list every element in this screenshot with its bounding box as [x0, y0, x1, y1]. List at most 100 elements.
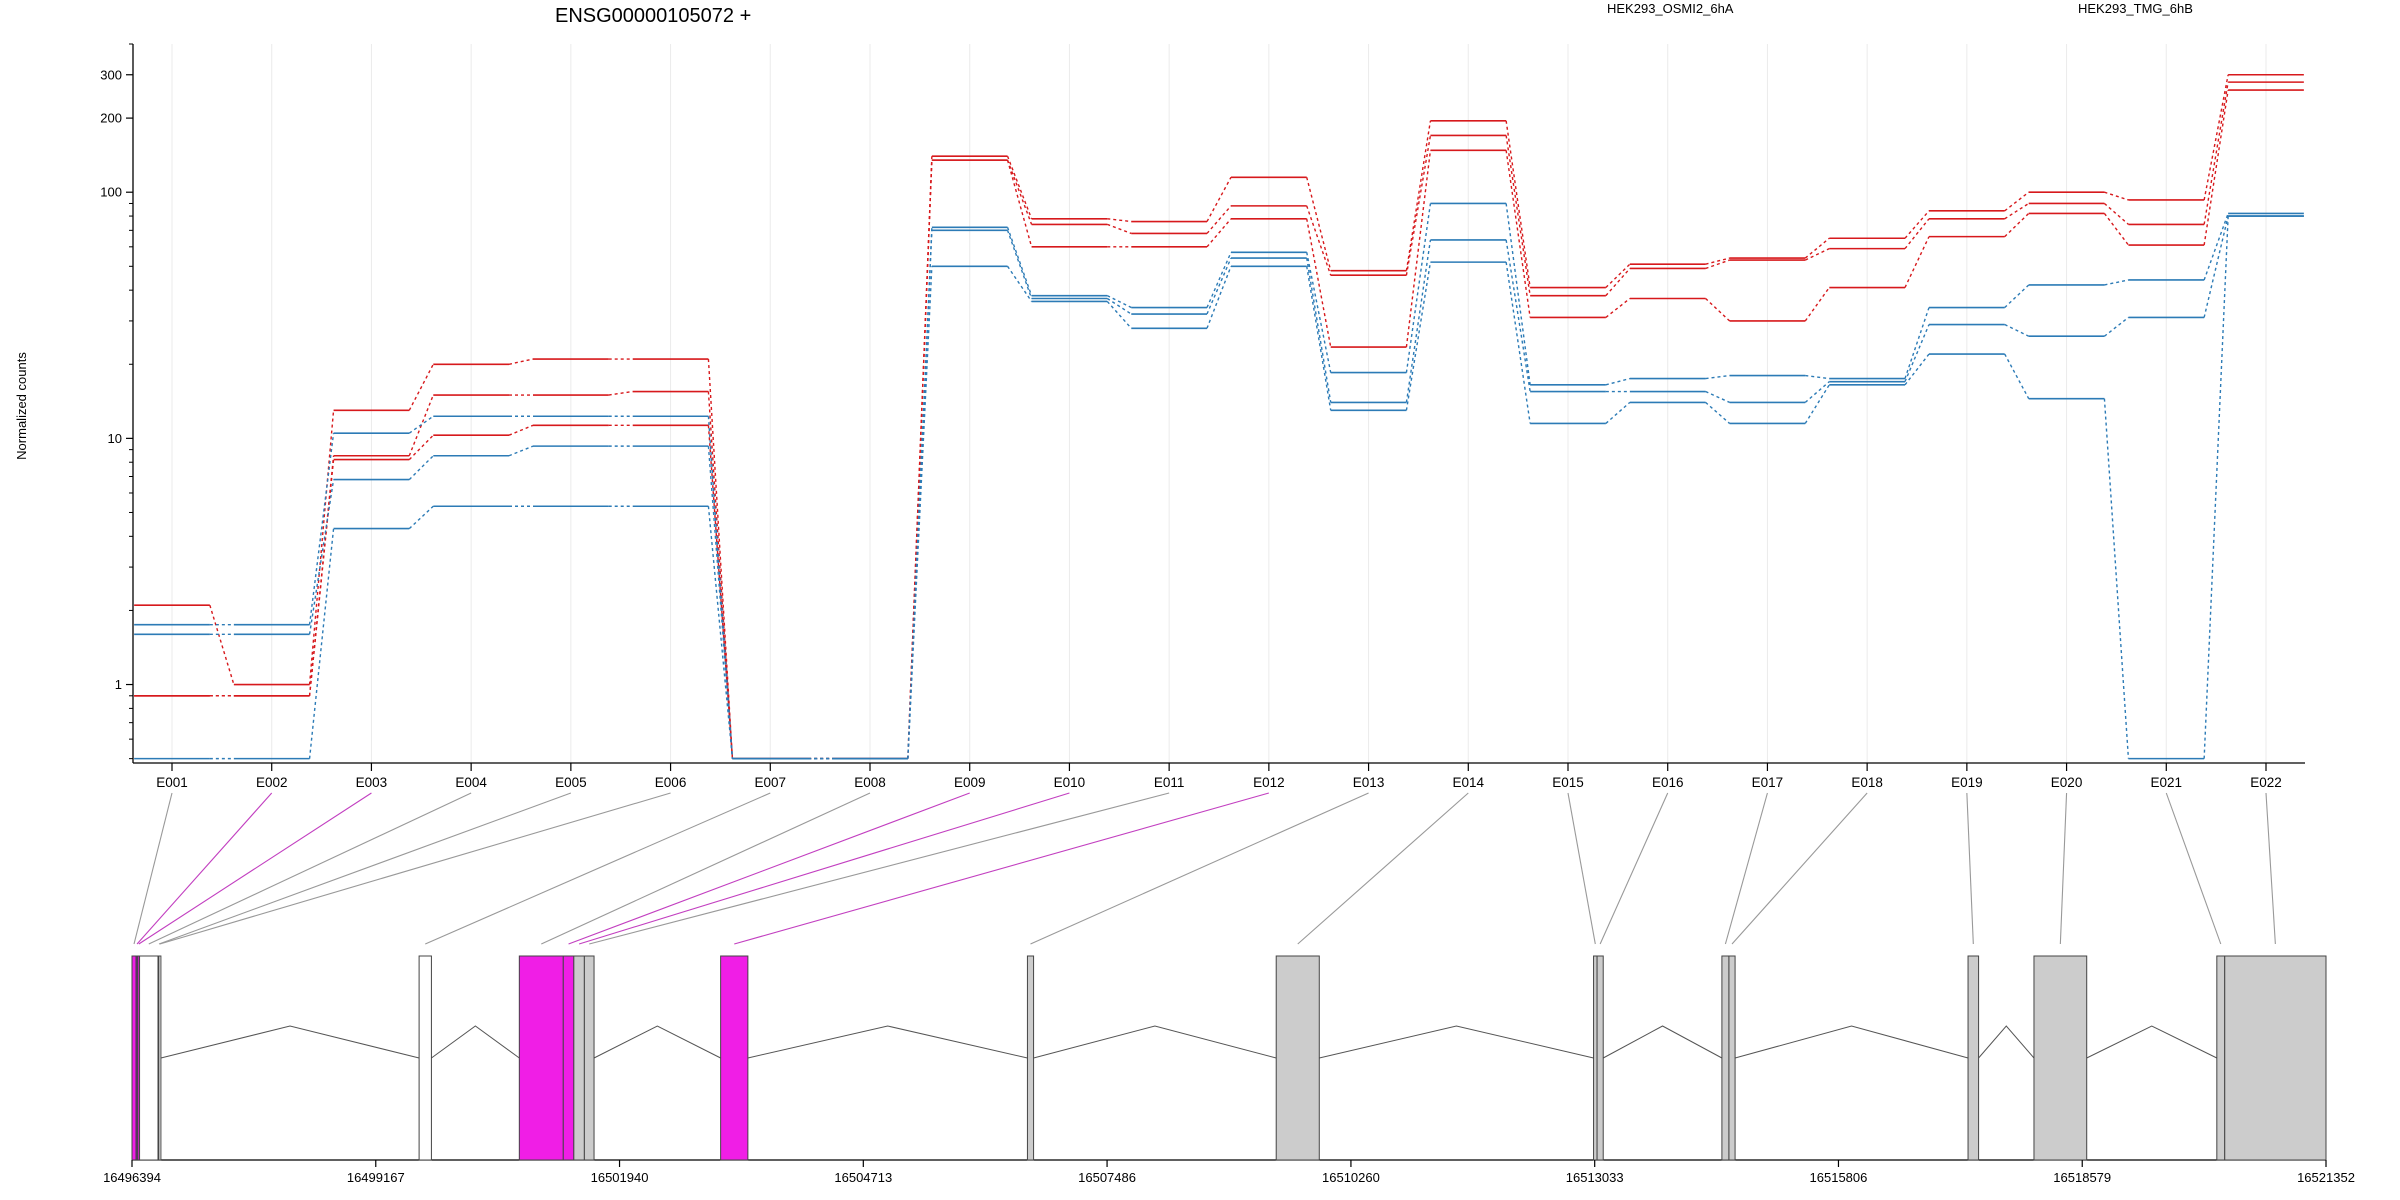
series-0-link [2004, 191, 2030, 212]
y-tick-label-100: 100 [100, 185, 122, 200]
x-tick-label-E009: E009 [954, 775, 986, 790]
series-3-link [308, 433, 335, 625]
connector-E015 [1567, 792, 1596, 945]
series-0-link [308, 410, 335, 685]
series-5-link [1705, 401, 1731, 424]
gene-model: 16496394 16499167 16501940 16504713 16507486… [103, 955, 2355, 1185]
series-4-link [1306, 257, 1332, 403]
connector-E016 [1599, 792, 1669, 945]
series-4-link [1904, 324, 1930, 382]
exon-block-E004 [139, 955, 159, 1161]
chart-title: ENSG00000105072 + [555, 5, 751, 27]
x-tick-label-E018: E018 [1851, 775, 1883, 790]
intron-E007 [431, 1025, 520, 1059]
y-tick-label-10: 10 [108, 431, 122, 446]
y-axis: 1 10 100 200 300 [100, 43, 134, 763]
intron-E013 [1033, 1025, 1277, 1059]
x-tick-label-E001: E001 [156, 775, 188, 790]
x-tick-label-E021: E021 [2151, 775, 2183, 790]
connector-E022 [2265, 792, 2276, 945]
series-5-link [1904, 353, 1930, 386]
series-1-link [2103, 202, 2129, 225]
series-0-link [1705, 257, 1730, 265]
series-2-link [1804, 287, 1830, 322]
exon-block-E015 [1593, 955, 1598, 1161]
x-tick-label-E016: E016 [1652, 775, 1684, 790]
exon-connectors [133, 792, 2276, 945]
exon-block-E014 [1275, 955, 1320, 1161]
connector-E009 [568, 792, 970, 945]
grid-lines [171, 44, 2267, 763]
exon-block-E012 [720, 955, 749, 1161]
series-2-link [2203, 89, 2229, 246]
series-2-link [308, 459, 335, 696]
x-tick-label-E014: E014 [1453, 775, 1485, 790]
series-5-link [1804, 384, 1830, 424]
x-tick-label-E010: E010 [1054, 775, 1086, 790]
series-0-link [1505, 120, 1531, 288]
series-2-link [907, 160, 933, 759]
series-0-link [209, 605, 235, 685]
coord-label-1: 16499167 [347, 1170, 405, 1185]
series-2-link [1605, 297, 1631, 318]
exon-block-E011 [583, 955, 595, 1161]
exon-block-E010 [573, 955, 585, 1161]
exon-block-E013 [1026, 955, 1035, 1161]
series-5-link [907, 266, 933, 759]
series-0-link [1107, 218, 1132, 223]
series-3-link [1306, 252, 1332, 373]
x-tick-label-E005: E005 [555, 775, 587, 790]
series-5-link [1405, 262, 1432, 411]
connector-E002 [136, 792, 273, 945]
series-1-link [608, 390, 633, 396]
series-4-link [1006, 230, 1033, 299]
series-5-link [2004, 353, 2030, 399]
series-5-link [1306, 266, 1332, 411]
series-4-link [1106, 297, 1132, 315]
connector-E005 [158, 792, 572, 945]
series-1-link [2004, 202, 2030, 220]
series-1-link [1904, 218, 1930, 250]
series-2-link [408, 434, 434, 461]
connector-E006 [159, 792, 671, 945]
connector-E003 [138, 792, 372, 945]
series-4-link [1804, 381, 1830, 403]
series-5-link [308, 528, 335, 759]
intron-E019 [1978, 1025, 2035, 1059]
series-1-link [1006, 159, 1033, 225]
x-tick-label-E017: E017 [1752, 775, 1784, 790]
series-4-link [2103, 316, 2129, 337]
series-3-link [408, 415, 434, 434]
coord-label-9: 16521352 [2297, 1170, 2355, 1185]
series-1-link [907, 160, 933, 759]
coord-label-4: 16507486 [1078, 1170, 1136, 1185]
series-2-link [707, 425, 734, 759]
series-0-link [508, 358, 534, 365]
intron-E016 [1602, 1025, 1723, 1059]
intron-E014 [1319, 1025, 1594, 1059]
series-1 [134, 81, 2304, 760]
series-0-link [1206, 176, 1232, 222]
connector-E020 [2059, 792, 2068, 945]
connector-E004 [148, 792, 472, 945]
series-0-link [1904, 210, 1930, 239]
series-1-link [1206, 205, 1232, 234]
legend-entry-0: HEK293_OSMI2_6hA [1607, 1, 1734, 16]
connector-E010 [578, 792, 1070, 945]
y-tick-label-200: 200 [100, 111, 122, 126]
series-3-link [1805, 374, 1830, 380]
x-tick-label-E013: E013 [1353, 775, 1385, 790]
series-3-link [1904, 307, 1930, 379]
x-tick-label-E004: E004 [455, 775, 487, 790]
series-1-link [1705, 259, 1730, 270]
coord-label-8: 16518579 [2053, 1170, 2111, 1185]
series-0-link [1804, 237, 1830, 259]
series-1-link [1306, 205, 1332, 276]
connector-E012 [734, 792, 1270, 945]
series-1-link [2203, 82, 2229, 225]
series-4-link [508, 445, 534, 457]
connector-E013 [1030, 792, 1369, 945]
series-5-link [1505, 262, 1531, 424]
series-0-link [2203, 74, 2229, 201]
